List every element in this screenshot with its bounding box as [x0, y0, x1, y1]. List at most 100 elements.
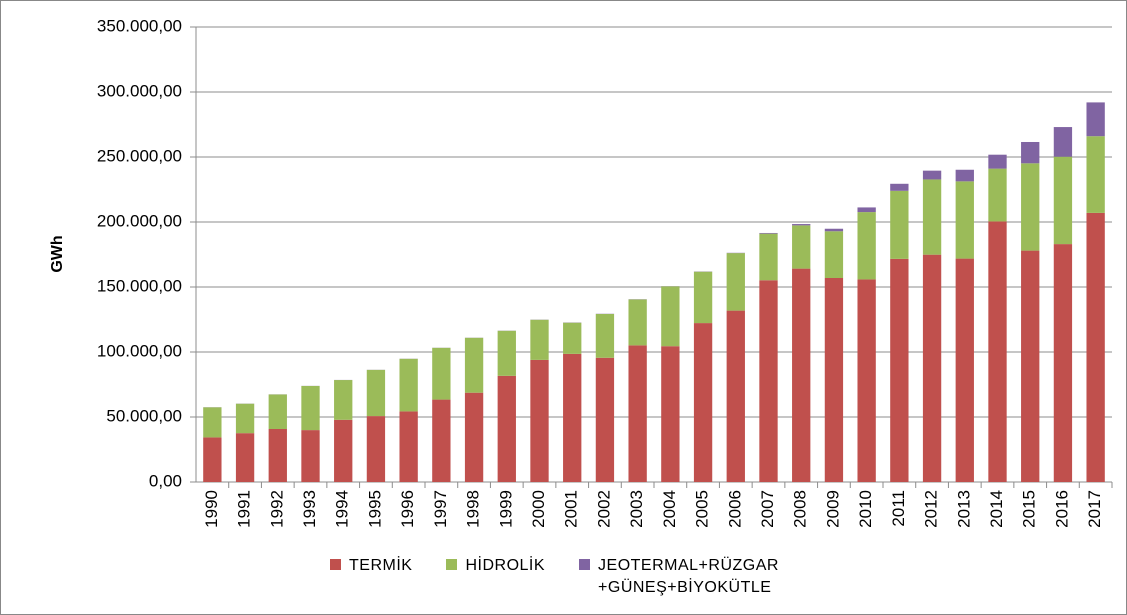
- bar-segment: [693, 271, 713, 324]
- x-tick-label: 2010: [856, 490, 875, 528]
- bar-segment: [759, 233, 778, 281]
- x-tick-label: 2016: [1052, 490, 1071, 528]
- legend-swatch: [330, 559, 341, 570]
- y-tick-label: 250.000,00: [97, 146, 182, 165]
- x-tick-label: 1993: [300, 490, 319, 528]
- bar-segment: [1021, 141, 1040, 164]
- bar-segment: [955, 181, 974, 259]
- bar-segment: [1053, 156, 1073, 245]
- bar-segment: [890, 183, 909, 191]
- x-tick-label: 1998: [464, 490, 483, 528]
- bar-segment: [464, 392, 484, 482]
- bar-segment: [759, 232, 778, 234]
- bar-segment: [922, 254, 942, 482]
- x-tick-label: 2000: [529, 490, 548, 528]
- x-tick-label: 1994: [333, 490, 352, 528]
- x-tick-label: 2001: [562, 490, 581, 528]
- bar-segment: [497, 375, 516, 482]
- bar-segment: [857, 212, 876, 280]
- bar-segment: [1086, 102, 1105, 137]
- y-tick-label: 300.000,00: [97, 81, 182, 100]
- y-tick-label: 100.000,00: [97, 341, 182, 360]
- y-tick-label: 350.000,00: [97, 16, 182, 35]
- bar-segment: [203, 407, 222, 438]
- bar-segment: [563, 322, 582, 354]
- bar-segment: [301, 385, 320, 431]
- x-tick-label: 2002: [594, 490, 613, 528]
- legend-swatch: [446, 559, 458, 570]
- y-tick-label: 0,00: [149, 471, 182, 490]
- x-tick-label: 2017: [1085, 490, 1104, 528]
- bar-segment: [792, 224, 811, 226]
- x-tick-label: 2009: [823, 490, 842, 528]
- x-tick-label: 1992: [267, 490, 286, 528]
- x-tick-label: 1999: [496, 490, 515, 528]
- bar-segment: [268, 428, 287, 482]
- bar-segment: [726, 310, 745, 482]
- x-tick-label: 2006: [725, 490, 744, 528]
- bar-segment: [595, 357, 615, 482]
- bar-segment: [235, 403, 255, 434]
- bar-segment: [432, 399, 451, 482]
- x-tick-label: 2011: [889, 490, 908, 527]
- bar-segment: [726, 253, 745, 311]
- bar-segment: [628, 299, 647, 346]
- bar-segment: [366, 369, 386, 417]
- legend-swatch: [579, 559, 591, 570]
- x-tick-label: 1996: [398, 490, 417, 528]
- bar-segment: [988, 221, 1007, 483]
- x-tick-label: 2014: [987, 490, 1006, 528]
- legend-item: HİDROLİK: [446, 555, 545, 599]
- bar-segment: [268, 394, 287, 429]
- bar-segment: [759, 280, 778, 482]
- bar-segment: [693, 323, 713, 482]
- bar-segment: [661, 346, 680, 482]
- x-tick-label: 2005: [693, 490, 712, 528]
- bar-segment: [1086, 212, 1105, 482]
- x-tick-label: 2003: [627, 490, 646, 528]
- bar-segment: [464, 337, 484, 393]
- y-tick-label: 150.000,00: [97, 276, 182, 295]
- bar-segment: [1021, 163, 1040, 251]
- bar-segment: [857, 279, 876, 482]
- legend-item: TERMİK: [330, 555, 412, 599]
- bar-segment: [203, 437, 222, 482]
- x-tick-label: 2012: [922, 490, 941, 528]
- bar-segment: [824, 278, 844, 482]
- bar-segment: [922, 179, 942, 255]
- legend-item: JEOTERMAL+RÜZGAR +GÜNEŞ+BİYOKÜTLE: [579, 555, 808, 599]
- legend-label: TERMİK: [349, 557, 413, 574]
- x-tick-label: 1991: [235, 490, 254, 528]
- x-tick-label: 2008: [791, 490, 810, 528]
- bar-segment: [922, 170, 942, 180]
- bar-segment: [824, 231, 844, 279]
- bar-segment: [792, 268, 811, 482]
- legend-label: JEOTERMAL+RÜZGAR +GÜNEŞ+BİYOKÜTLE: [598, 557, 779, 596]
- bar-segment: [890, 258, 909, 482]
- bar-segment: [988, 168, 1007, 222]
- y-tick-label: 50.000,00: [106, 406, 182, 425]
- bar-segment: [1053, 127, 1073, 157]
- bar-segment: [563, 353, 582, 482]
- bar-segment: [432, 347, 451, 400]
- bar-segment: [235, 433, 255, 482]
- legend-label: HİDROLİK: [465, 557, 546, 574]
- x-tick-label: 1997: [431, 490, 450, 528]
- bar-segment: [595, 313, 615, 358]
- bar-segment: [301, 430, 320, 482]
- bar-segment: [661, 286, 680, 347]
- x-tick-label: 1990: [202, 490, 221, 528]
- bar-segment: [1086, 136, 1105, 213]
- bar-segment: [334, 419, 353, 482]
- x-tick-label: 2004: [660, 490, 679, 528]
- y-axis-label: GWh: [49, 235, 66, 272]
- bar-segment: [955, 169, 974, 182]
- bar-segment: [530, 319, 549, 360]
- bar-segment: [792, 225, 811, 269]
- bar-segment: [628, 345, 647, 482]
- bar-segment: [890, 190, 909, 259]
- bar-segment: [334, 380, 353, 420]
- x-tick-label: 2013: [954, 490, 973, 528]
